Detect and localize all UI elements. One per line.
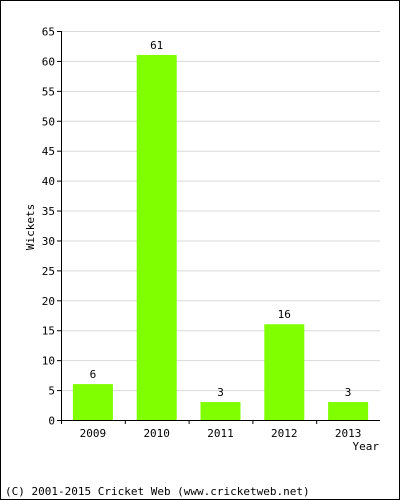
y-axis-label: Wickets: [24, 204, 37, 250]
y-tick-label: 60: [42, 55, 55, 68]
bar: [72, 384, 113, 420]
y-tick-label: 40: [42, 175, 55, 188]
y-tick-label: 35: [42, 205, 55, 218]
y-tick-label: 30: [42, 235, 55, 248]
y-tick-label: 10: [42, 355, 55, 368]
x-axis-ticks: 2009 2010 2011 2012 2013: [80, 420, 362, 440]
y-tick-label: 25: [42, 265, 55, 278]
x-tick-label: 2011: [207, 427, 234, 440]
bar-data-labels: 6 61 3 16 3: [90, 39, 352, 399]
bar-data-label: 6: [90, 368, 97, 381]
y-tick-label: 20: [42, 295, 55, 308]
x-tick-label: 2009: [80, 427, 107, 440]
y-tick-label: 65: [42, 26, 55, 39]
bar-data-label: 61: [150, 39, 163, 52]
y-tick-label: 5: [48, 385, 55, 398]
bar: [136, 54, 177, 420]
x-tick-label: 2012: [271, 427, 298, 440]
copyright-footer: (C) 2001-2015 Cricket Web (www.cricketwe…: [5, 485, 310, 498]
x-tick-label: 2010: [143, 427, 170, 440]
y-tick-label: 55: [42, 85, 55, 98]
bar-data-label: 3: [345, 386, 352, 399]
y-axis-ticks: 0 5 10 15 20 25 30 35 40 45 50 55 60 65: [42, 26, 61, 428]
bar-data-label: 16: [278, 308, 291, 321]
x-axis-label: Year: [353, 440, 380, 453]
bars: [72, 54, 369, 420]
bar: [264, 324, 305, 420]
bar: [328, 402, 369, 420]
y-tick-label: 0: [48, 415, 55, 428]
y-tick-label: 50: [42, 115, 55, 128]
y-tick-label: 15: [42, 325, 55, 338]
grid-lines: [61, 31, 380, 392]
y-tick-label: 45: [42, 145, 55, 158]
bar: [200, 402, 241, 420]
x-tick-label: 2013: [335, 427, 362, 440]
bar-data-label: 3: [217, 386, 224, 399]
